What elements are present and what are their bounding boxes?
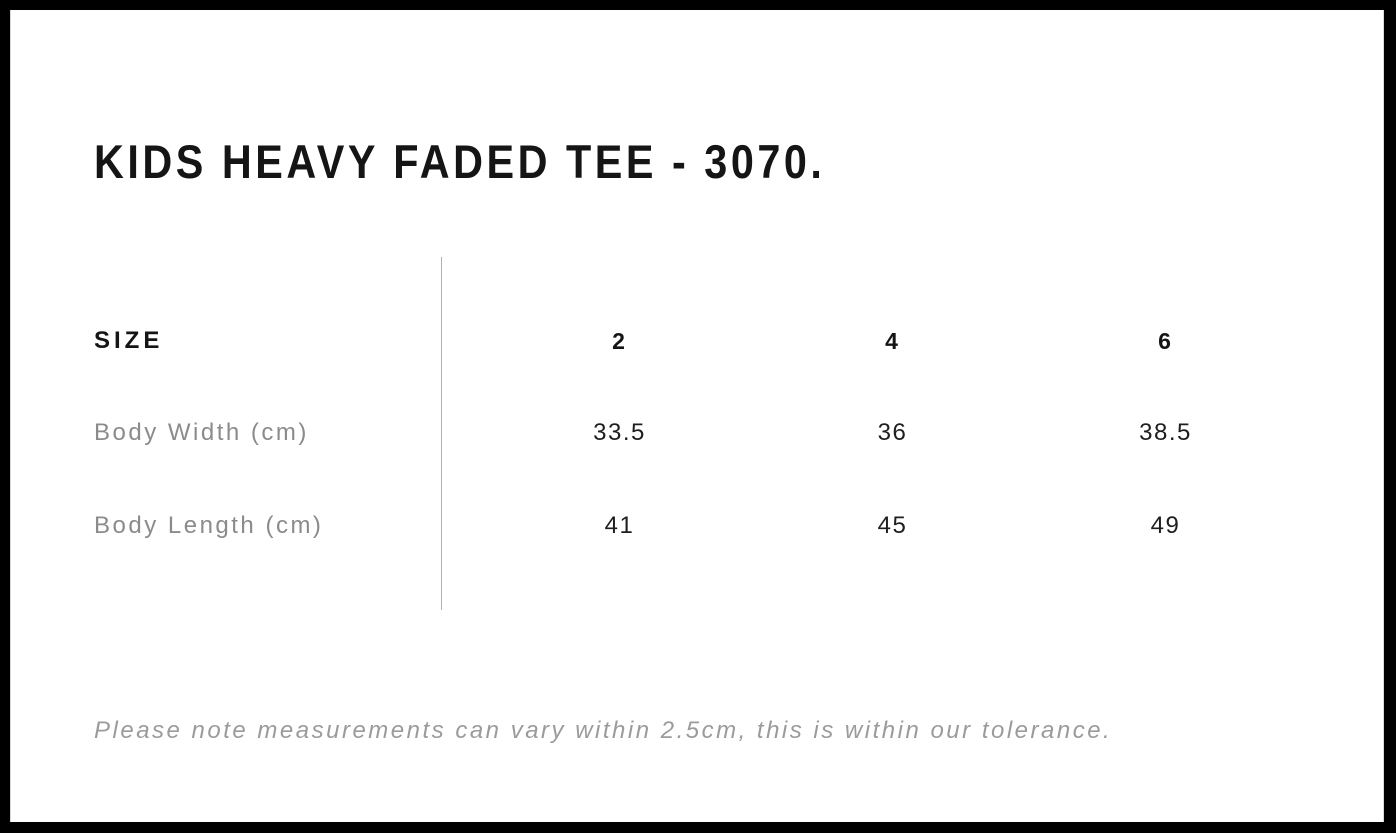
size-column-header: 4 [885,327,900,354]
measurement-row-body-width: Body Width (cm) 33.5 36 38.5 [94,419,1302,447]
measurement-value: 41 [604,512,635,539]
measurement-label: Body Length (cm) [94,512,324,539]
measurement-value: 33.5 [593,419,646,446]
measurement-value: 45 [877,512,908,539]
size-header-label: SIZE [94,327,164,354]
measurement-row-body-length: Body Length (cm) 41 45 49 [94,512,1302,540]
measurement-value: 49 [1150,512,1181,539]
measurement-label: Body Width (cm) [94,419,309,446]
size-column-header: 6 [1158,327,1173,354]
column-divider [441,257,442,610]
product-title: KIDS HEAVY FADED TEE - 3070. [94,135,826,189]
measurement-value: 36 [877,419,908,446]
tolerance-note: Please note measurements can vary within… [94,717,1113,744]
size-column-header: 2 [612,327,627,354]
size-chart-panel: KIDS HEAVY FADED TEE - 3070. SIZE 2 4 6 … [10,10,1384,822]
size-header-row: SIZE 2 4 6 [94,327,1302,355]
measurement-value: 38.5 [1139,419,1192,446]
